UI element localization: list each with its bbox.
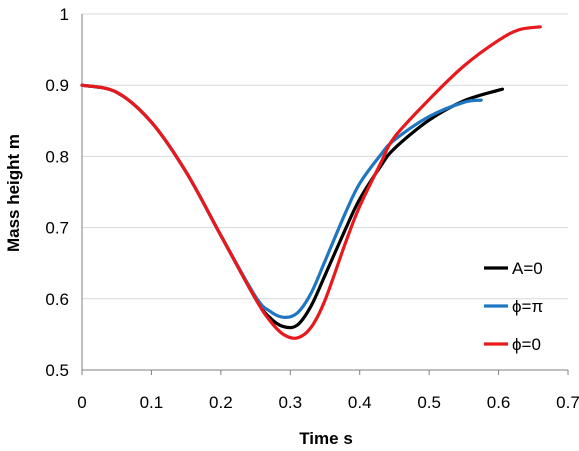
x-tick-label: 0.4 (348, 393, 372, 412)
x-axis-label: Time s (299, 429, 353, 448)
x-tick-label: 0 (77, 393, 86, 412)
legend: A=0 ϕ=π ϕ=0 (484, 259, 543, 354)
legend-label: ϕ=π (512, 297, 543, 316)
y-tick-label: 0.9 (45, 76, 69, 95)
y-tick-label: 0.6 (45, 290, 69, 309)
y-axis-label: Mass height m (4, 134, 23, 252)
series-line-2 (80, 83, 483, 319)
axes (81, 14, 569, 375)
x-tick-label: 0.6 (487, 393, 511, 412)
x-tick-labels: 0 0.1 0.2 0.3 0.4 0.5 0.6 0.7 (77, 393, 579, 412)
y-tick-label: 0.8 (45, 147, 69, 166)
series-line-3 (80, 25, 542, 340)
legend-label: ϕ=0 (512, 335, 541, 354)
y-tick-label: 1 (60, 5, 69, 24)
x-tick-label: 0.3 (278, 393, 302, 412)
y-tick-label: 0.5 (45, 361, 69, 380)
y-tick-labels: 0.5 0.6 0.7 0.8 0.9 1 (45, 5, 69, 380)
x-tick-label: 0.2 (209, 393, 233, 412)
x-tick-label: 0.1 (140, 393, 164, 412)
x-tick-label: 0.7 (556, 393, 579, 412)
x-tick-label: 0.5 (417, 393, 441, 412)
series-lines (80, 25, 542, 340)
gridlines (82, 13, 568, 300)
legend-label: A=0 (512, 259, 543, 278)
series-line-1 (80, 83, 505, 330)
y-tick-label: 0.7 (45, 219, 69, 238)
